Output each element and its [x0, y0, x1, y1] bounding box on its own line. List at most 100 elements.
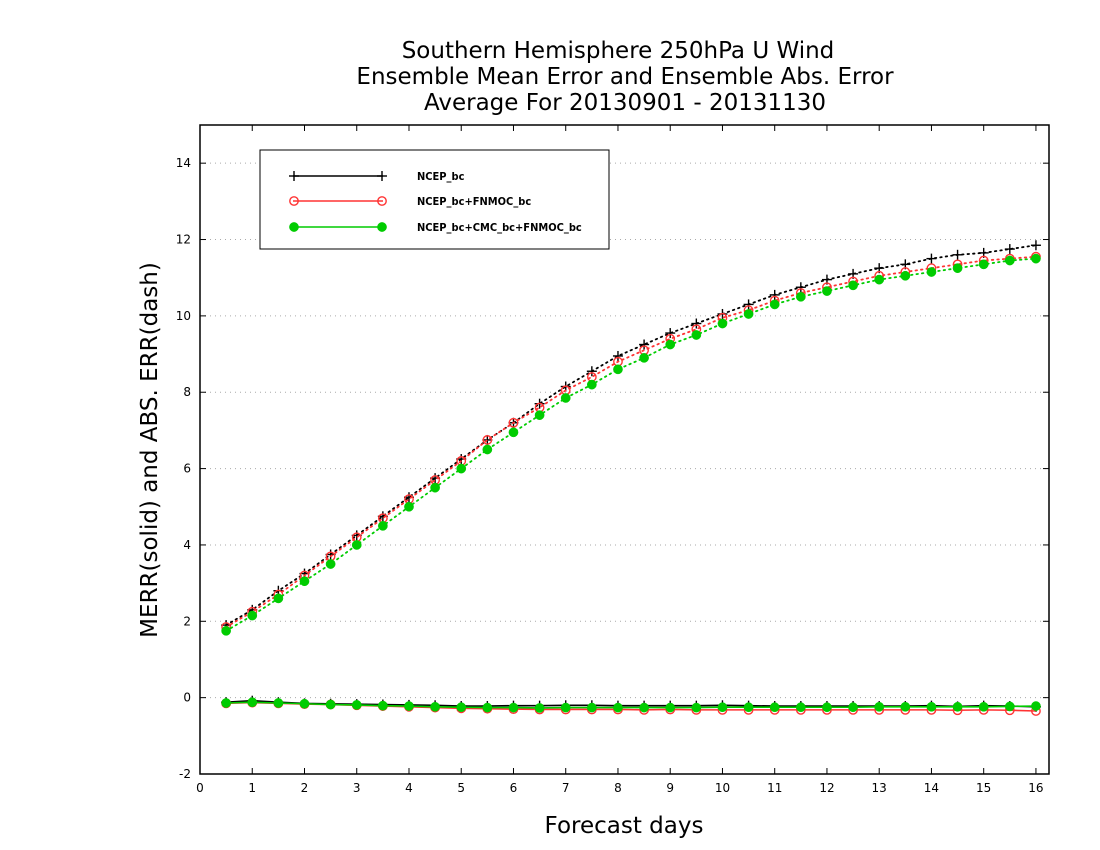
- mean-err-point: [952, 701, 963, 712]
- mean-err-point: [299, 698, 310, 709]
- abs-err-point: [221, 625, 231, 636]
- abs-err-point: [534, 410, 545, 420]
- mean-err-point: [586, 702, 597, 713]
- abs-err-point: [482, 435, 493, 445]
- abs-err-point: [378, 521, 388, 531]
- gridlines: [200, 162, 1049, 775]
- legend-marker: [289, 171, 299, 181]
- mean-err-point: [351, 700, 362, 710]
- mean-err-point: [743, 702, 754, 713]
- mean-err-point: [534, 703, 545, 713]
- x-tick-label: 3: [353, 781, 361, 795]
- x-tick-label: 0: [196, 781, 204, 795]
- legend-marker: [377, 196, 387, 206]
- mean-err-point: [795, 702, 806, 713]
- x-tick-label: 5: [457, 781, 465, 795]
- abs-err-point: [691, 318, 702, 329]
- abs-err-point: [1004, 255, 1015, 266]
- mean-err-point: [639, 702, 649, 713]
- abs-err-point: [430, 482, 440, 493]
- mean-err-point: [717, 702, 728, 713]
- y-tick-label: 14: [176, 156, 191, 170]
- abs-err-point: [299, 576, 310, 587]
- mean-err-point: [221, 698, 231, 708]
- data-series: [221, 240, 1041, 716]
- y-tick-label: -2: [179, 767, 191, 781]
- x-tick-label: 9: [666, 781, 674, 795]
- mean-err-point: [691, 702, 702, 713]
- x-tick-label: 16: [1028, 781, 1043, 795]
- y-axis-label: MERR(solid) and ABS. ERR(dash): [137, 262, 163, 638]
- abs-err-point: [482, 444, 493, 455]
- x-tick-label: 12: [819, 781, 834, 795]
- x-tick-label: 8: [614, 781, 622, 795]
- mean-err-point: [273, 698, 284, 708]
- y-tick-label: 12: [176, 233, 191, 247]
- y-tick-label: 8: [183, 385, 191, 399]
- abs-err-point: [508, 427, 519, 438]
- mean-err-point: [613, 702, 623, 713]
- mean-err-point: [900, 701, 911, 712]
- abs-err-point: [769, 299, 780, 310]
- chart-title-line-1: Southern Hemisphere 250hPa U Wind: [402, 38, 835, 64]
- x-axis-label: Forecast days: [545, 813, 704, 839]
- x-tick-label: 10: [715, 781, 730, 795]
- abs-err-point: [482, 434, 493, 445]
- mean-err-point: [1031, 701, 1041, 711]
- abs-err-point: [900, 270, 911, 281]
- abs-err-point: [639, 339, 650, 350]
- abs-err-point: [743, 309, 754, 319]
- abs-err-line: [225, 244, 1037, 627]
- mean-err-point: [926, 701, 937, 712]
- abs-err-point: [848, 280, 858, 291]
- abs-err-point: [795, 291, 806, 302]
- mean-err-point: [456, 702, 467, 713]
- legend-marker: [289, 196, 299, 206]
- abs-err-point: [1030, 240, 1041, 251]
- x-tick-label: 6: [510, 781, 518, 795]
- mean-err-point: [822, 702, 832, 713]
- abs-err-point: [1004, 244, 1015, 255]
- x-tick-label: 4: [405, 781, 413, 795]
- series-0: [221, 240, 1041, 712]
- abs-err-point: [613, 364, 623, 375]
- abs-err-line: [225, 255, 1037, 628]
- y-tick-label: 4: [183, 538, 191, 552]
- abs-err-point: [978, 259, 989, 270]
- legend-entry: NCEP_bc: [289, 170, 465, 183]
- series-1: [221, 251, 1041, 716]
- legend-marker: [289, 222, 299, 232]
- mean-err-point: [769, 702, 780, 713]
- abs-err-point: [769, 289, 780, 300]
- chart-title-line-3: Average For 20130901 - 20131130: [424, 90, 826, 116]
- legend-box: [259, 149, 610, 250]
- abs-err-line: [225, 257, 1037, 632]
- abs-err-point: [874, 274, 885, 285]
- abs-err-point: [586, 379, 597, 390]
- legend-entry: NCEP_bc+FNMOC_bc: [289, 195, 531, 208]
- legend: NCEP_bc NCEP_bc+FNMOC_bc NCEP_bc+CMC_bc+FN…: [259, 149, 610, 250]
- abs-err-point: [639, 353, 649, 363]
- mean-err-point: [404, 701, 414, 711]
- abs-err-point: [325, 559, 336, 569]
- abs-err-point: [586, 366, 597, 377]
- series-2: [221, 253, 1041, 713]
- abs-err-point: [273, 593, 284, 604]
- mean-err-point: [430, 701, 440, 712]
- mean-err-point: [874, 701, 885, 712]
- abs-err-point: [952, 263, 963, 274]
- abs-err-point: [665, 328, 676, 339]
- abs-err-point: [665, 339, 676, 350]
- mean-err-point: [247, 697, 258, 708]
- legend-marker: [377, 222, 387, 232]
- abs-err-point: [926, 253, 937, 264]
- legend-marker: [377, 171, 387, 181]
- mean-err-point: [978, 701, 989, 712]
- y-tick-label: 6: [183, 462, 191, 476]
- y-tick-label: 2: [183, 614, 191, 628]
- mean-err-point: [848, 702, 858, 713]
- legend-label: NCEP_bc+CMC_bc+FNMOC_bc: [417, 221, 582, 234]
- abs-err-point: [822, 286, 832, 296]
